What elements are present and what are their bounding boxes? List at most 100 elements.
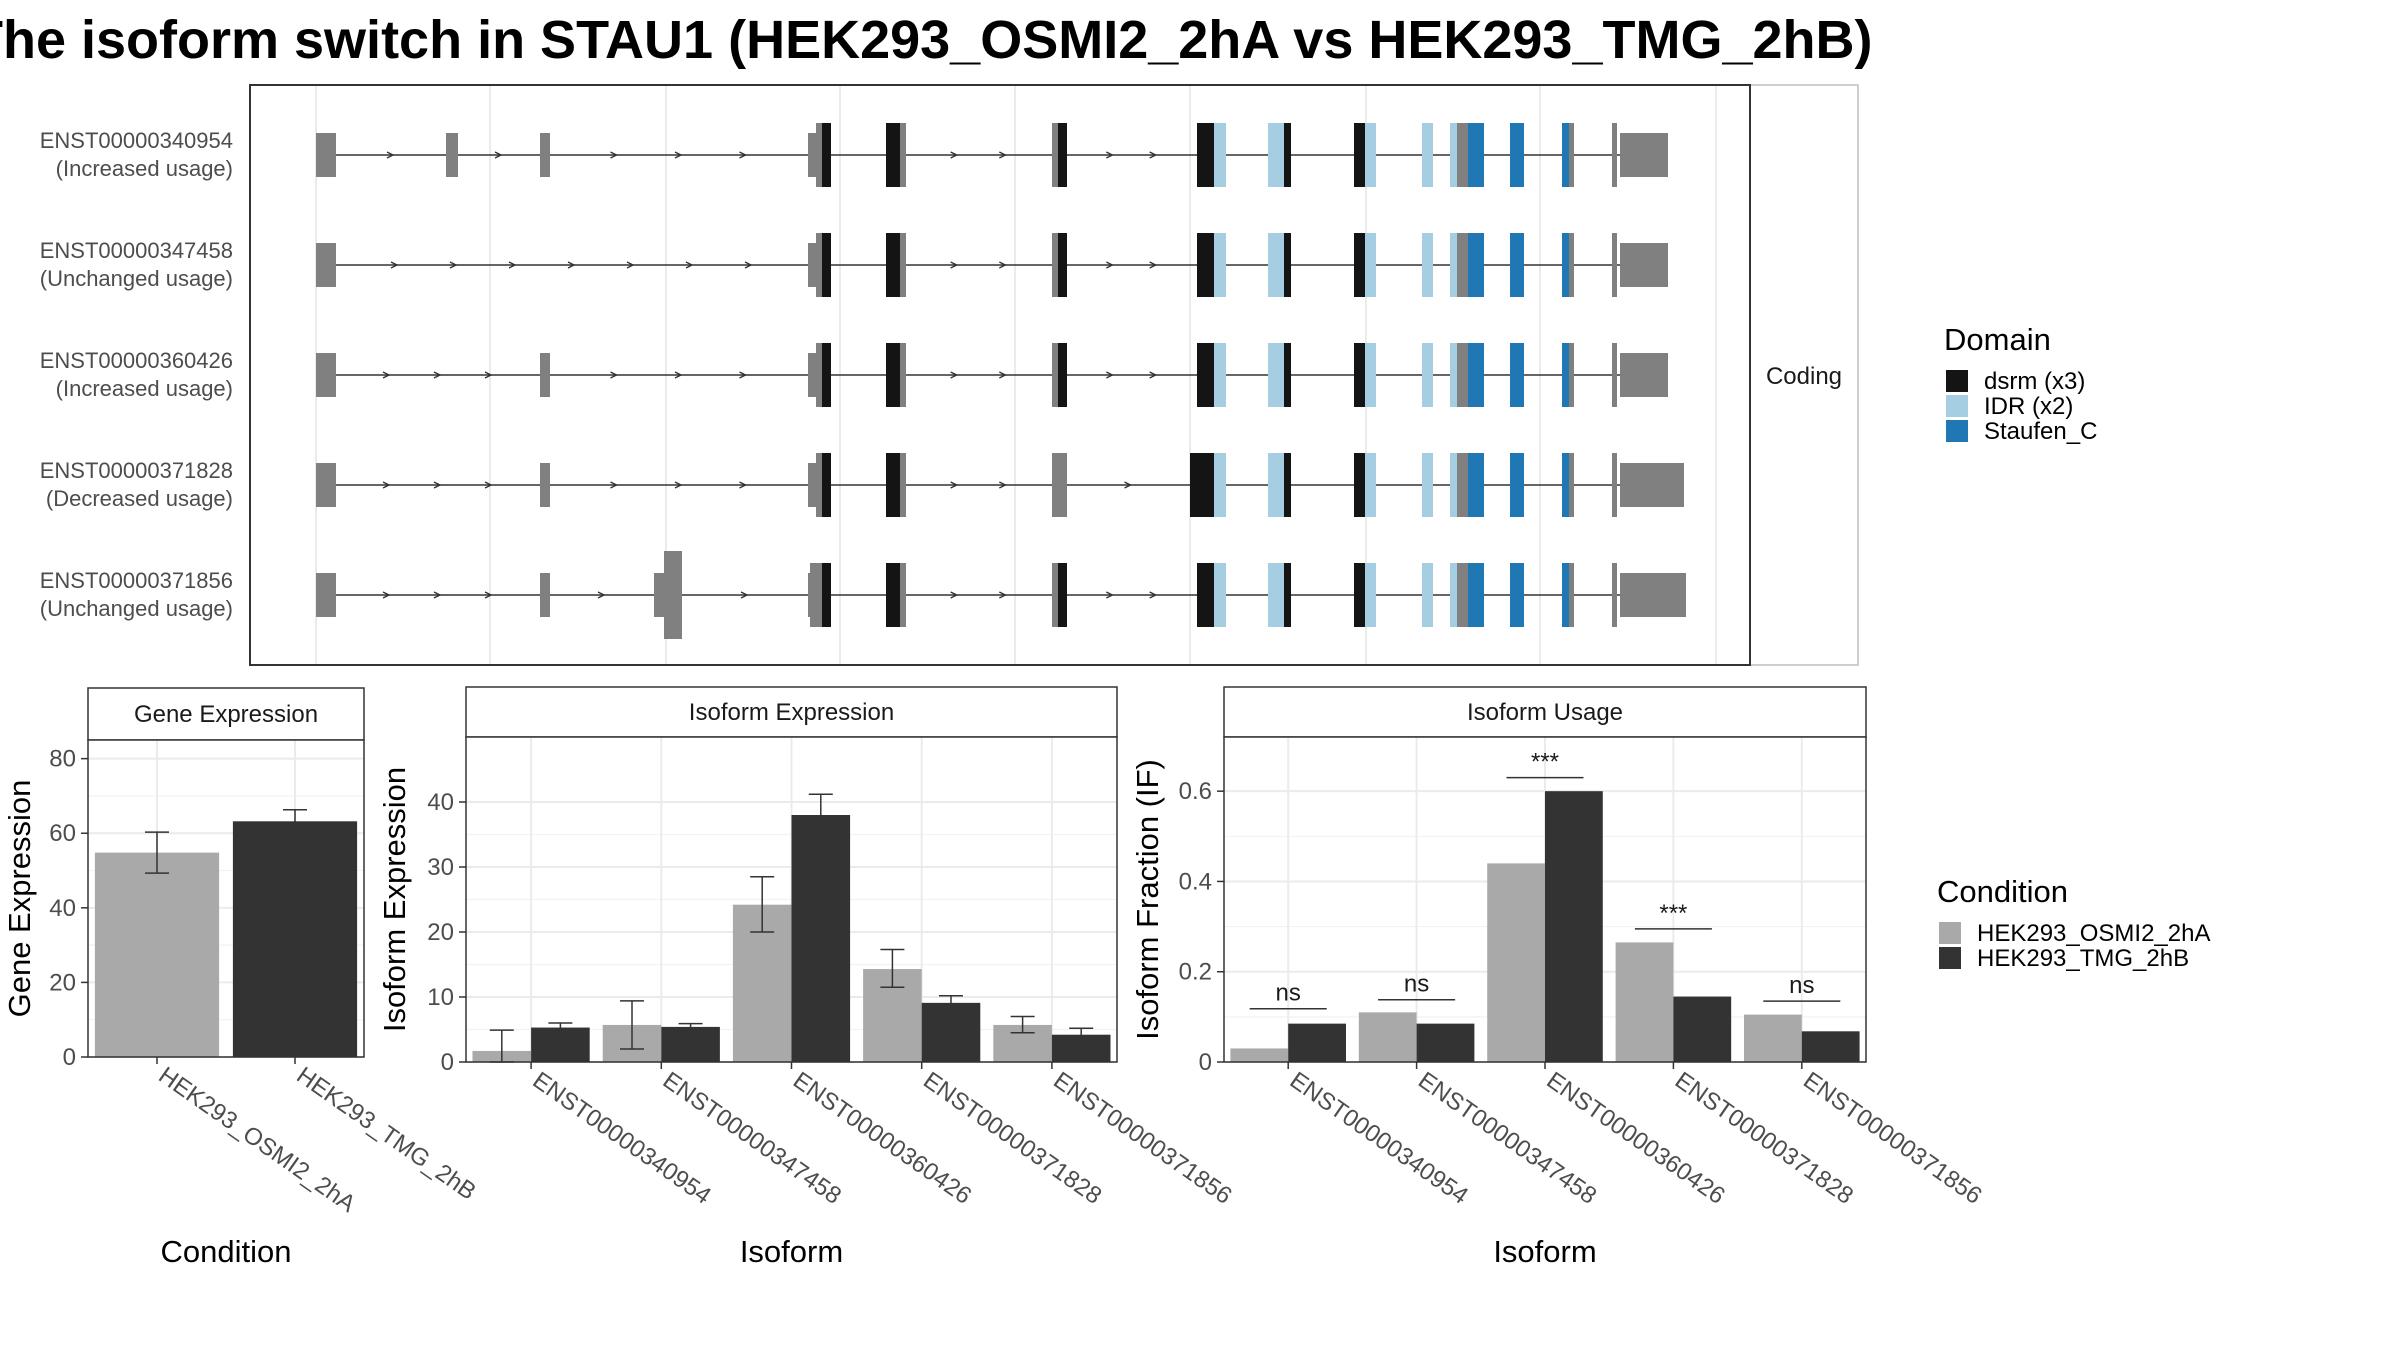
exon-block: [900, 343, 906, 407]
idr-domain-block: [1422, 233, 1433, 297]
intron-arrow: [386, 151, 395, 159]
exon-block: [1457, 563, 1468, 627]
y-tick-label: 0.6: [1179, 778, 1212, 805]
isoform-expression-strip-label: Isoform Expression: [689, 699, 894, 726]
intron-arrow: [674, 481, 683, 489]
intron-arrow: [484, 481, 493, 489]
bar: [94, 852, 220, 1057]
idr-domain-block: [1450, 123, 1457, 187]
y-axis-label: Isoform Expression: [377, 767, 412, 1032]
isoform-usage-chart: Isoform UsageENST00000340954ENST00000347…: [1130, 686, 1987, 1269]
exon-block: [1052, 453, 1067, 517]
legend-key-swatch: [1939, 922, 1961, 944]
staufen-domain-block: [1510, 563, 1524, 627]
exon-block: [808, 463, 816, 507]
isoform-usage-strip-label: Isoform Usage: [1467, 699, 1623, 726]
bar: [1487, 863, 1545, 1062]
intron-arrow: [739, 151, 748, 159]
intron-arrow: [626, 261, 635, 269]
staufen-domain-block: [1562, 343, 1569, 407]
exon-block: [540, 133, 550, 177]
exon-block: [316, 573, 336, 617]
intron-arrow: [999, 371, 1007, 379]
utr-block: [1620, 133, 1668, 177]
intron-arrow: [484, 371, 493, 379]
idr-domain-block: [1214, 453, 1226, 517]
significance-label: ns: [1276, 980, 1301, 1007]
bar: [661, 1026, 720, 1062]
idr-domain-block: [1214, 123, 1226, 187]
dsrm-domain-block: [1197, 123, 1214, 187]
staufen-domain-block: [1562, 233, 1569, 297]
idr-domain-block: [1365, 123, 1376, 187]
significance-label: ns: [1404, 971, 1429, 998]
significance-label: ***: [1659, 900, 1687, 927]
exon-block: [1052, 233, 1058, 297]
exon-block: [808, 133, 816, 177]
y-axis-label: Isoform Fraction (IF): [1130, 759, 1165, 1040]
exon-block: [1569, 123, 1574, 187]
legend-key-swatch: [1946, 370, 1968, 392]
idr-domain-block: [1422, 123, 1433, 187]
exon-block: [1612, 453, 1617, 517]
figure-title: The isoform switch in STAU1 (HEK293_OSMI…: [0, 10, 1873, 70]
y-tick-label: 20: [49, 969, 76, 996]
bar: [1615, 942, 1674, 1062]
y-tick-label: 40: [49, 895, 76, 922]
intron-arrow: [1106, 591, 1114, 599]
dsrm-domain-block: [1284, 123, 1291, 187]
facet-strip-label: Coding: [1766, 363, 1842, 390]
exon-block: [540, 353, 550, 397]
dsrm-domain-block: [886, 123, 900, 187]
x-axis-label: Isoform: [740, 1234, 843, 1269]
exon-block: [540, 573, 550, 617]
idr-domain-block: [1422, 563, 1433, 627]
intron-arrow: [739, 481, 748, 489]
utr-block: [1620, 353, 1668, 397]
intron-arrow: [1149, 261, 1158, 269]
intron-arrow: [1106, 261, 1114, 269]
idr-domain-block: [1422, 343, 1433, 407]
intron-arrow: [674, 151, 683, 159]
intron-arrow: [739, 371, 748, 379]
dsrm-domain-block: [1284, 233, 1291, 297]
y-tick-label: 40: [427, 789, 454, 816]
intron-arrow: [685, 261, 694, 269]
legend-title: Condition: [1937, 874, 2068, 909]
exon-block: [1457, 233, 1468, 297]
transcript-id-label: ENST00000371856: [40, 568, 233, 593]
exon-block: [316, 133, 336, 177]
dsrm-domain-block: [822, 233, 831, 297]
dsrm-domain-block: [1058, 123, 1067, 187]
plot-border: [465, 736, 1118, 1063]
legend-key-swatch: [1946, 420, 1968, 442]
transcript-panel-border: [249, 84, 1751, 666]
transcript-usage-label: (Increased usage): [56, 156, 233, 181]
intron-arrow: [950, 591, 959, 599]
dsrm-domain-block: [886, 233, 900, 297]
exon-block: [1612, 123, 1617, 187]
transcript-id-label: ENST00000347458: [40, 238, 233, 263]
staufen-domain-block: [1468, 233, 1484, 297]
idr-domain-block: [1268, 233, 1284, 297]
idr-domain-block: [1450, 563, 1457, 627]
exon-block: [1612, 563, 1617, 627]
dsrm-domain-block: [1354, 453, 1365, 517]
bar: [1358, 1012, 1417, 1062]
y-tick-label: 30: [427, 854, 454, 881]
transcript-usage-label: (Unchanged usage): [40, 596, 233, 621]
domain-legend: Domain dsrm (x3)IDR (x2)Staufen_C: [1944, 322, 2097, 445]
intron-arrow: [382, 591, 391, 599]
transcript-row: ENST00000360426 (Increased usage): [40, 343, 1668, 407]
exon-block: [810, 563, 822, 627]
intron-arrow: [1149, 591, 1158, 599]
intron-arrow: [484, 591, 493, 599]
idr-domain-block: [1365, 453, 1376, 517]
dsrm-domain-block: [1197, 343, 1214, 407]
exon-block: [1612, 343, 1617, 407]
intron-arrow: [433, 591, 442, 599]
exon-block: [446, 133, 458, 177]
plot-border: [1223, 736, 1867, 1063]
intron-arrow: [950, 261, 959, 269]
